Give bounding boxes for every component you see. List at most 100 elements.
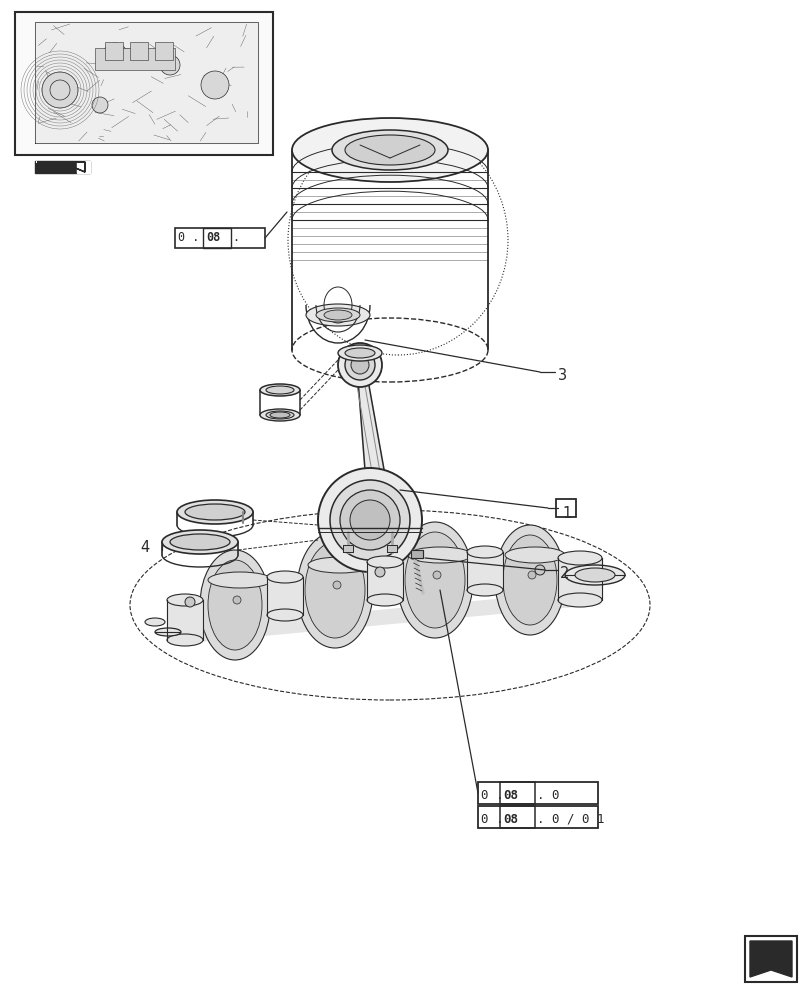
Ellipse shape: [169, 534, 230, 550]
Ellipse shape: [167, 594, 203, 606]
Ellipse shape: [162, 530, 238, 554]
Bar: [155, 42, 173, 60]
Polygon shape: [410, 550, 423, 558]
Circle shape: [350, 500, 389, 540]
Circle shape: [432, 571, 440, 579]
Ellipse shape: [315, 308, 359, 322]
Ellipse shape: [557, 551, 601, 565]
Ellipse shape: [306, 304, 370, 326]
Circle shape: [350, 356, 368, 374]
Circle shape: [527, 571, 535, 579]
Bar: [130, 42, 148, 60]
Ellipse shape: [145, 618, 165, 626]
Circle shape: [329, 480, 410, 560]
Polygon shape: [36, 162, 90, 172]
Ellipse shape: [466, 584, 502, 596]
Ellipse shape: [200, 550, 270, 660]
Ellipse shape: [337, 345, 381, 361]
Ellipse shape: [405, 532, 465, 628]
Ellipse shape: [267, 571, 303, 583]
Text: . 0 / 0 1: . 0 / 0 1: [536, 813, 603, 826]
Ellipse shape: [324, 310, 351, 320]
Circle shape: [534, 565, 544, 575]
Circle shape: [340, 490, 400, 550]
Ellipse shape: [270, 412, 290, 418]
Text: 4: 4: [139, 540, 149, 556]
Circle shape: [233, 596, 241, 604]
Text: 3: 3: [557, 367, 566, 382]
Polygon shape: [387, 545, 397, 552]
Polygon shape: [342, 545, 353, 552]
Ellipse shape: [564, 565, 624, 585]
Ellipse shape: [466, 546, 502, 558]
Bar: [203, 228, 230, 248]
Ellipse shape: [397, 522, 473, 638]
Bar: [500, 806, 534, 828]
Ellipse shape: [407, 547, 471, 563]
Bar: [175, 228, 264, 248]
Polygon shape: [557, 558, 601, 600]
Bar: [556, 499, 575, 517]
Circle shape: [42, 72, 78, 108]
Text: 08: 08: [502, 789, 517, 802]
Ellipse shape: [292, 118, 487, 182]
Ellipse shape: [297, 532, 372, 648]
Circle shape: [318, 468, 422, 572]
Bar: [95, 48, 175, 70]
Ellipse shape: [185, 504, 245, 520]
Polygon shape: [169, 590, 599, 644]
Bar: [105, 42, 122, 60]
Polygon shape: [267, 577, 303, 615]
Text: 1: 1: [561, 506, 571, 522]
Bar: [500, 782, 534, 804]
Polygon shape: [167, 600, 203, 640]
Ellipse shape: [307, 557, 371, 573]
Circle shape: [50, 80, 70, 100]
Ellipse shape: [208, 560, 262, 650]
Ellipse shape: [208, 572, 272, 588]
Circle shape: [103, 43, 127, 67]
Text: 0 .: 0 .: [480, 813, 503, 826]
Circle shape: [160, 55, 180, 75]
Text: 08: 08: [502, 813, 517, 826]
Ellipse shape: [502, 535, 556, 625]
Circle shape: [375, 567, 384, 577]
Bar: [478, 806, 597, 828]
Ellipse shape: [260, 409, 299, 421]
Ellipse shape: [332, 130, 448, 170]
Ellipse shape: [305, 542, 365, 638]
Text: 08: 08: [206, 231, 220, 244]
Circle shape: [92, 97, 108, 113]
Circle shape: [337, 343, 381, 387]
Ellipse shape: [495, 525, 564, 635]
Ellipse shape: [167, 634, 203, 646]
Polygon shape: [466, 552, 502, 590]
Polygon shape: [350, 380, 384, 475]
Bar: [478, 782, 597, 804]
Circle shape: [345, 350, 375, 380]
Ellipse shape: [177, 500, 253, 524]
Ellipse shape: [345, 348, 375, 358]
Bar: [744, 936, 796, 982]
Polygon shape: [35, 161, 90, 173]
Polygon shape: [35, 22, 258, 143]
Circle shape: [185, 597, 195, 607]
Polygon shape: [77, 161, 90, 173]
Ellipse shape: [155, 628, 181, 636]
Polygon shape: [37, 162, 85, 172]
Ellipse shape: [345, 135, 435, 165]
Text: 2: 2: [560, 566, 569, 580]
Ellipse shape: [260, 384, 299, 396]
Text: .: .: [232, 231, 238, 244]
Circle shape: [201, 71, 229, 99]
Ellipse shape: [574, 568, 614, 582]
Polygon shape: [367, 562, 402, 600]
Text: . 0: . 0: [536, 789, 559, 802]
Ellipse shape: [367, 556, 402, 568]
Ellipse shape: [266, 411, 294, 419]
Ellipse shape: [557, 593, 601, 607]
Ellipse shape: [267, 609, 303, 621]
Bar: [15, 12, 272, 155]
Circle shape: [333, 581, 341, 589]
Ellipse shape: [504, 547, 564, 563]
